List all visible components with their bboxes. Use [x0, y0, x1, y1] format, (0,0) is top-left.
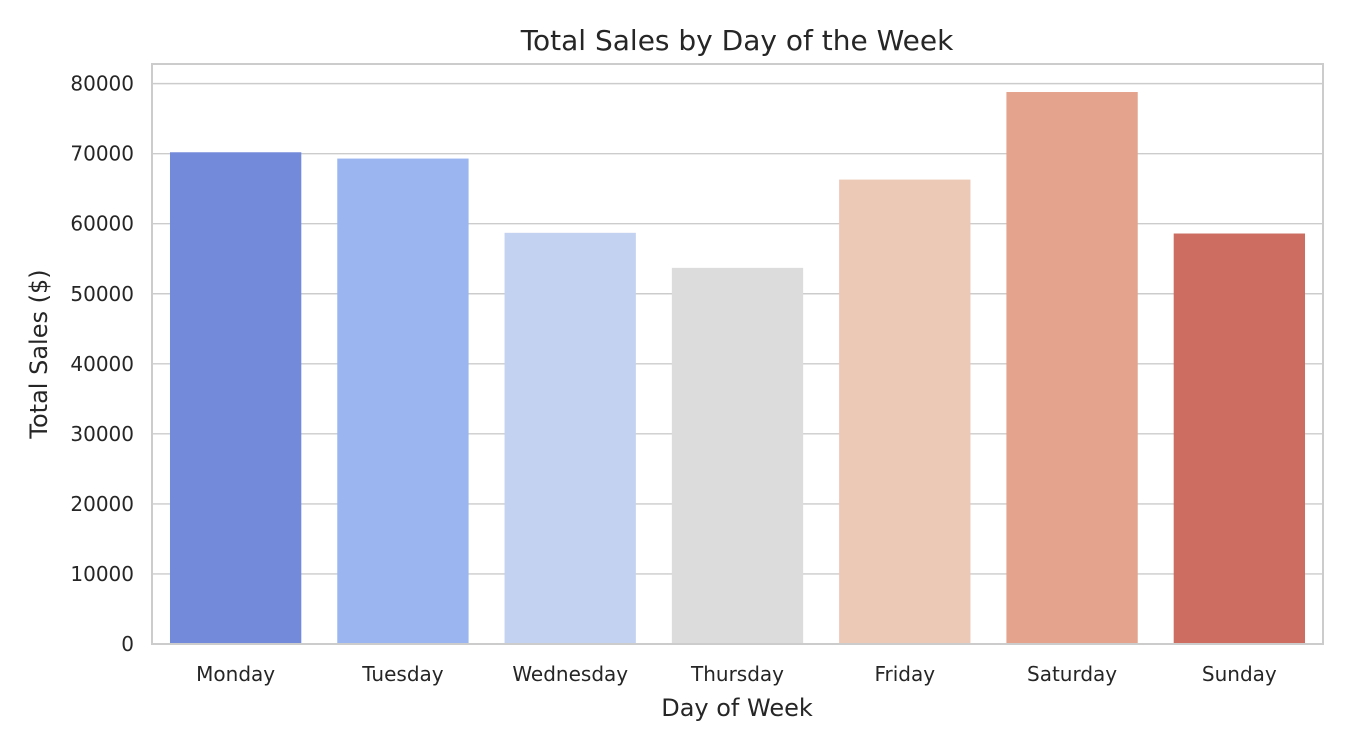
- x-tick-labels: Monday Tuesday Wednesday Thursday Friday Satu…: [196, 662, 1277, 686]
- y-tick-label: 60000: [70, 212, 134, 236]
- chart-title: Total Sales by Day of the Week: [520, 24, 954, 57]
- y-tick-label: 70000: [70, 142, 134, 166]
- y-tick-label: 20000: [70, 492, 134, 516]
- bar-sunday: [1173, 233, 1306, 644]
- bar-monday: [169, 152, 302, 644]
- y-tick-labels: 0 10000 20000 30000 40000 50000 60000 70000 8000…: [70, 72, 134, 656]
- bar-thursday: [671, 267, 804, 644]
- x-tick-label-thursday: Thursday: [690, 662, 784, 686]
- y-tick-label: 80000: [70, 72, 134, 96]
- y-tick-label: 40000: [70, 352, 134, 376]
- plot-frame: [151, 63, 1324, 645]
- bar-friday: [839, 179, 971, 644]
- x-axis-label: Day of Week: [661, 694, 813, 722]
- y-tick-label: 0: [121, 632, 134, 656]
- y-tick-label: 10000: [70, 562, 134, 586]
- bars: [169, 92, 1306, 645]
- y-tick-label: 50000: [70, 282, 134, 306]
- x-tick-label-saturday: Saturday: [1027, 662, 1117, 686]
- y-tick-label: 30000: [70, 422, 134, 446]
- x-tick-label-monday: Monday: [196, 662, 275, 686]
- bar-saturday: [1006, 92, 1138, 644]
- y-axis-label: Total Sales ($): [25, 269, 53, 439]
- x-tick-label-friday: Friday: [874, 662, 935, 686]
- x-tick-label-sunday: Sunday: [1202, 662, 1277, 686]
- x-tick-label-wednesday: Wednesday: [512, 662, 628, 686]
- bar-wednesday: [504, 232, 636, 645]
- bar-tuesday: [337, 158, 469, 644]
- x-tick-label-tuesday: Tuesday: [361, 662, 444, 686]
